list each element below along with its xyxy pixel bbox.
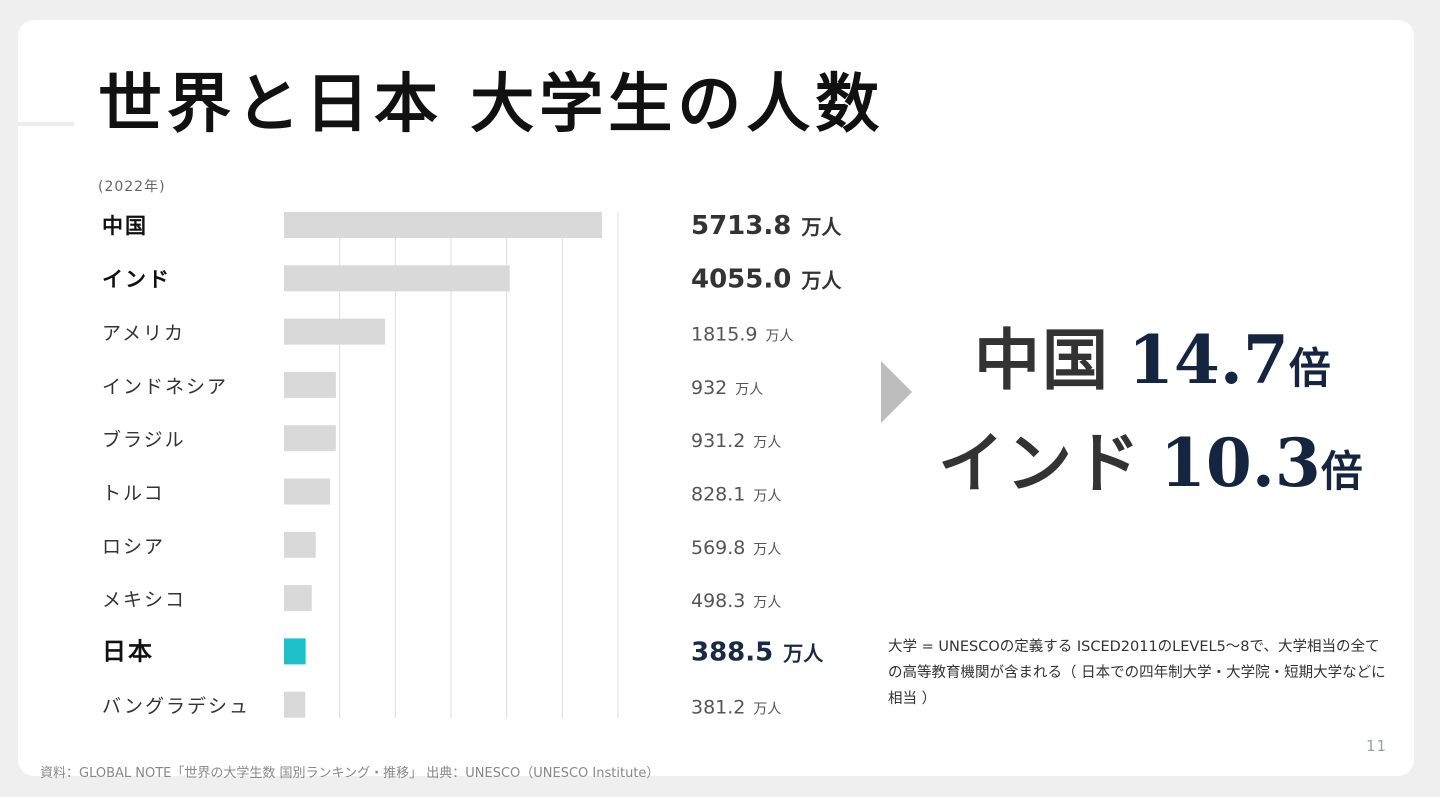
bar: [284, 585, 312, 612]
category-label: アメリカ: [102, 323, 185, 345]
year-note: (2022年): [98, 179, 166, 195]
category-label: インド: [102, 267, 171, 291]
definition-footnote: 大学 = UNESCOの定義する ISCED2011のLEVEL5〜8で、大学相…: [888, 639, 1386, 707]
value-label: 388.5 万人: [691, 637, 824, 667]
category-label: メキシコ: [102, 589, 186, 611]
value-label: 1815.9 万人: [691, 324, 793, 346]
unit-label: 万人: [753, 595, 781, 611]
slide: [18, 20, 1414, 776]
source-note: 資料：GLOBAL NOTE「世界の大学生数 国別ランキング・推移」 出典：UN…: [40, 766, 660, 781]
unit-label: 万人: [753, 435, 781, 451]
category-label: トルコ: [102, 483, 165, 505]
value-label: 569.8 万人: [691, 537, 781, 559]
unit-label: 万人: [782, 641, 824, 665]
unit-label: 万人: [765, 329, 793, 345]
ratio-china: 中国 14.7倍: [974, 307, 1331, 403]
ratio-india: インド 10.3倍: [938, 410, 1363, 506]
category-label: ブラジル: [102, 428, 186, 451]
ratio-china-unit: 倍: [1288, 344, 1331, 393]
bar: [284, 318, 386, 345]
value-label: 932 万人: [691, 377, 763, 399]
unit-label: 万人: [753, 702, 781, 718]
ratio-china-value: 14.7: [1128, 321, 1289, 399]
ratio-india-name: インド: [938, 424, 1142, 502]
bar: [284, 531, 316, 558]
bar: [284, 638, 306, 665]
unit-label: 万人: [735, 382, 763, 398]
bar: [284, 478, 331, 505]
bar: [284, 371, 336, 398]
unit-label: 万人: [753, 489, 781, 505]
category-label: 中国: [102, 214, 148, 238]
bar: [284, 265, 510, 292]
bar: [284, 425, 336, 452]
value-label: 498.3 万人: [691, 590, 781, 612]
category-label: バングラデシュ: [102, 696, 250, 718]
value-label: 5713.8 万人: [691, 211, 842, 241]
unit-label: 万人: [800, 268, 842, 292]
ratio-china-name: 中国: [974, 321, 1110, 399]
accent-line: [18, 122, 74, 126]
value-label: 828.1 万人: [691, 484, 781, 506]
bar: [284, 212, 603, 238]
chevron-right-arrow-icon: [881, 361, 912, 423]
ratio-india-value: 10.3: [1160, 424, 1321, 502]
category-label: ロシア: [102, 536, 165, 558]
value-label: 381.2 万人: [691, 697, 781, 719]
bar: [284, 691, 306, 718]
category-label: 日本: [102, 637, 154, 665]
value-label: 931.2 万人: [691, 430, 781, 452]
unit-label: 万人: [753, 542, 781, 558]
category-label: インドネシア: [102, 376, 228, 398]
page-title: 世界と日本 大学生の人数: [98, 68, 885, 142]
unit-label: 万人: [800, 215, 842, 239]
value-label: 4055.0 万人: [691, 264, 842, 294]
page-number: 11: [1366, 737, 1388, 755]
ratio-india-unit: 倍: [1320, 447, 1363, 496]
